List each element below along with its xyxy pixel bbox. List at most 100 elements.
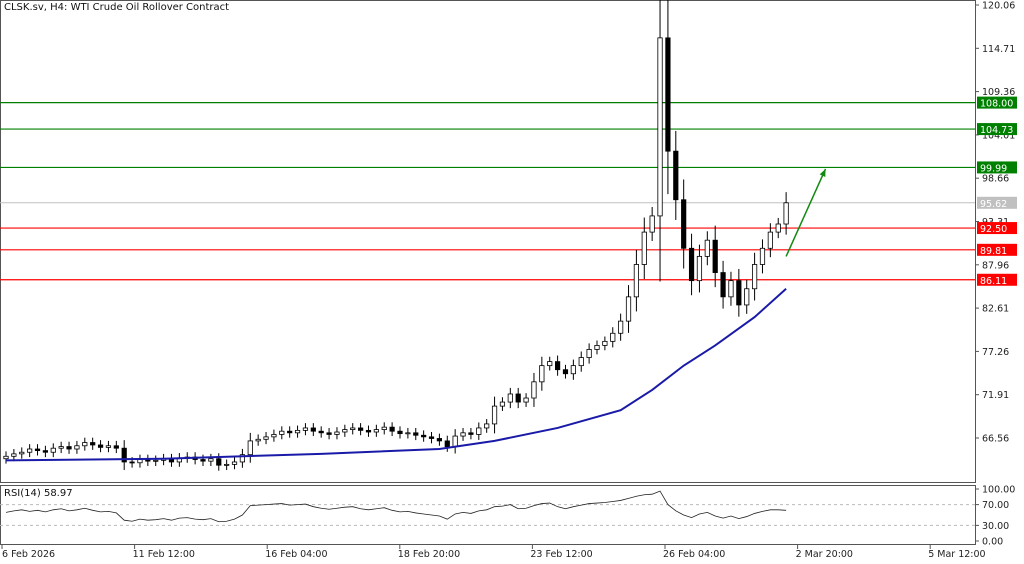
bull-candle <box>247 440 253 456</box>
bear-candle <box>413 432 419 436</box>
bull-candle <box>752 264 758 290</box>
price-tick-label: 114.71 <box>982 44 1015 55</box>
rsi-tick-label: 100.00 <box>982 485 1015 496</box>
rsi-tick-label: 30.00 <box>982 521 1009 532</box>
price-tick-label: 98.66 <box>982 174 1009 185</box>
bear-candle <box>468 432 474 435</box>
bull-candle <box>271 434 277 438</box>
support-level-label: 92.50 <box>980 224 1007 235</box>
price-tick-label: 120.06 <box>982 1 1015 12</box>
bull-candle <box>405 432 411 435</box>
bull-candle <box>578 357 584 367</box>
symbol-label: CLSK.sv, H4: <box>4 2 68 13</box>
bull-candle <box>696 255 703 282</box>
bull-candle <box>641 231 647 265</box>
bear-candle <box>90 442 96 446</box>
bull-candle <box>279 430 285 435</box>
bull-candle <box>224 463 230 466</box>
bull-candle <box>539 365 545 383</box>
resistance-level-badge <box>977 161 1017 174</box>
rsi-line <box>5 490 787 523</box>
bull-candle <box>263 436 269 440</box>
bear-candle <box>736 280 742 306</box>
bull-candle <box>302 427 309 431</box>
bear-candle <box>216 458 222 466</box>
bull-candle <box>744 288 750 306</box>
moving-average-line <box>5 288 787 462</box>
price-tick-label: 87.96 <box>982 260 1009 271</box>
price-tick-label: 109.36 <box>982 87 1015 98</box>
bear-candle <box>287 430 293 434</box>
price-tick-label: 66.56 <box>982 434 1009 445</box>
bull-candle <box>208 458 214 462</box>
bull-candle <box>610 332 616 342</box>
bear-candle <box>555 361 561 371</box>
bull-candle <box>523 397 529 403</box>
current-price-label: 95.62 <box>980 199 1007 210</box>
instrument-description: WTI Crude Oil Rollover Contract <box>70 2 230 13</box>
bull-candle <box>531 381 537 399</box>
current-price-badge <box>977 196 1017 209</box>
bull-candle <box>460 432 466 437</box>
resistance-level-label: 104.73 <box>980 125 1013 136</box>
bear-candle <box>436 438 443 442</box>
time-tick-label: 26 Feb 04:00 <box>663 549 725 560</box>
bear-candle <box>365 429 372 433</box>
bull-candle <box>58 446 64 449</box>
bear-candle <box>515 393 521 403</box>
time-tick-label: 5 Mar 12:00 <box>928 549 985 560</box>
bull-candle <box>137 459 143 464</box>
bear-candle <box>121 447 127 463</box>
bear-candle <box>397 430 403 435</box>
bear-candle <box>720 272 726 298</box>
bear-candle <box>42 450 49 453</box>
rsi-tick-label: 0.00 <box>982 537 1003 548</box>
time-tick-label: 23 Feb 12:00 <box>530 549 592 560</box>
bear-candle <box>66 446 72 450</box>
bull-candle <box>11 453 17 457</box>
bull-candle <box>153 459 159 462</box>
bull-candle <box>633 264 640 298</box>
resistance-level-label: 108.00 <box>980 99 1013 110</box>
resistance-level-badge <box>977 123 1017 136</box>
bull-candle <box>491 405 498 425</box>
rsi-pane <box>0 485 976 545</box>
support-level-label: 86.11 <box>980 276 1007 287</box>
price-tick-label: 71.91 <box>982 390 1009 401</box>
bear-candle <box>310 427 316 432</box>
bull-candle <box>74 445 80 450</box>
bull-candle <box>239 454 245 463</box>
bear-candle <box>97 444 104 448</box>
time-tick-label: 11 Feb 12:00 <box>133 549 195 560</box>
bull-candle <box>594 345 600 350</box>
bear-candle <box>444 440 450 447</box>
bull-candle <box>783 202 789 225</box>
bull-candle <box>484 423 490 429</box>
time-tick-label: 2 Mar 20:00 <box>796 549 853 560</box>
bull-candle <box>342 429 348 433</box>
bear-candle <box>200 459 206 462</box>
bear-candle <box>34 448 41 452</box>
bear-candle <box>712 239 718 273</box>
bull-candle <box>775 223 781 233</box>
bull-candle <box>602 340 608 346</box>
trend-arrow[interactable] <box>785 168 827 257</box>
bull-candle <box>50 447 56 453</box>
support-level-label: 89.81 <box>980 246 1007 257</box>
bull-candle <box>767 231 773 249</box>
bear-candle <box>673 150 679 201</box>
rsi-label: RSI(14) 58.97 <box>4 488 73 499</box>
bull-candle <box>350 427 356 430</box>
bull-candle <box>507 393 513 403</box>
bull-candle <box>476 427 482 435</box>
resistance-level-label: 99.99 <box>980 163 1007 174</box>
support-level-badge <box>977 222 1017 235</box>
bull-candle <box>704 239 710 257</box>
bull-candle <box>255 438 261 442</box>
bear-candle <box>318 430 324 434</box>
bull-candle <box>728 280 734 298</box>
bull-candle <box>452 435 458 447</box>
price-tick-label: 104.01 <box>982 130 1015 141</box>
chart-title: CLSK.sv, H4: WTI Crude Oil Rollover Cont… <box>4 2 229 13</box>
